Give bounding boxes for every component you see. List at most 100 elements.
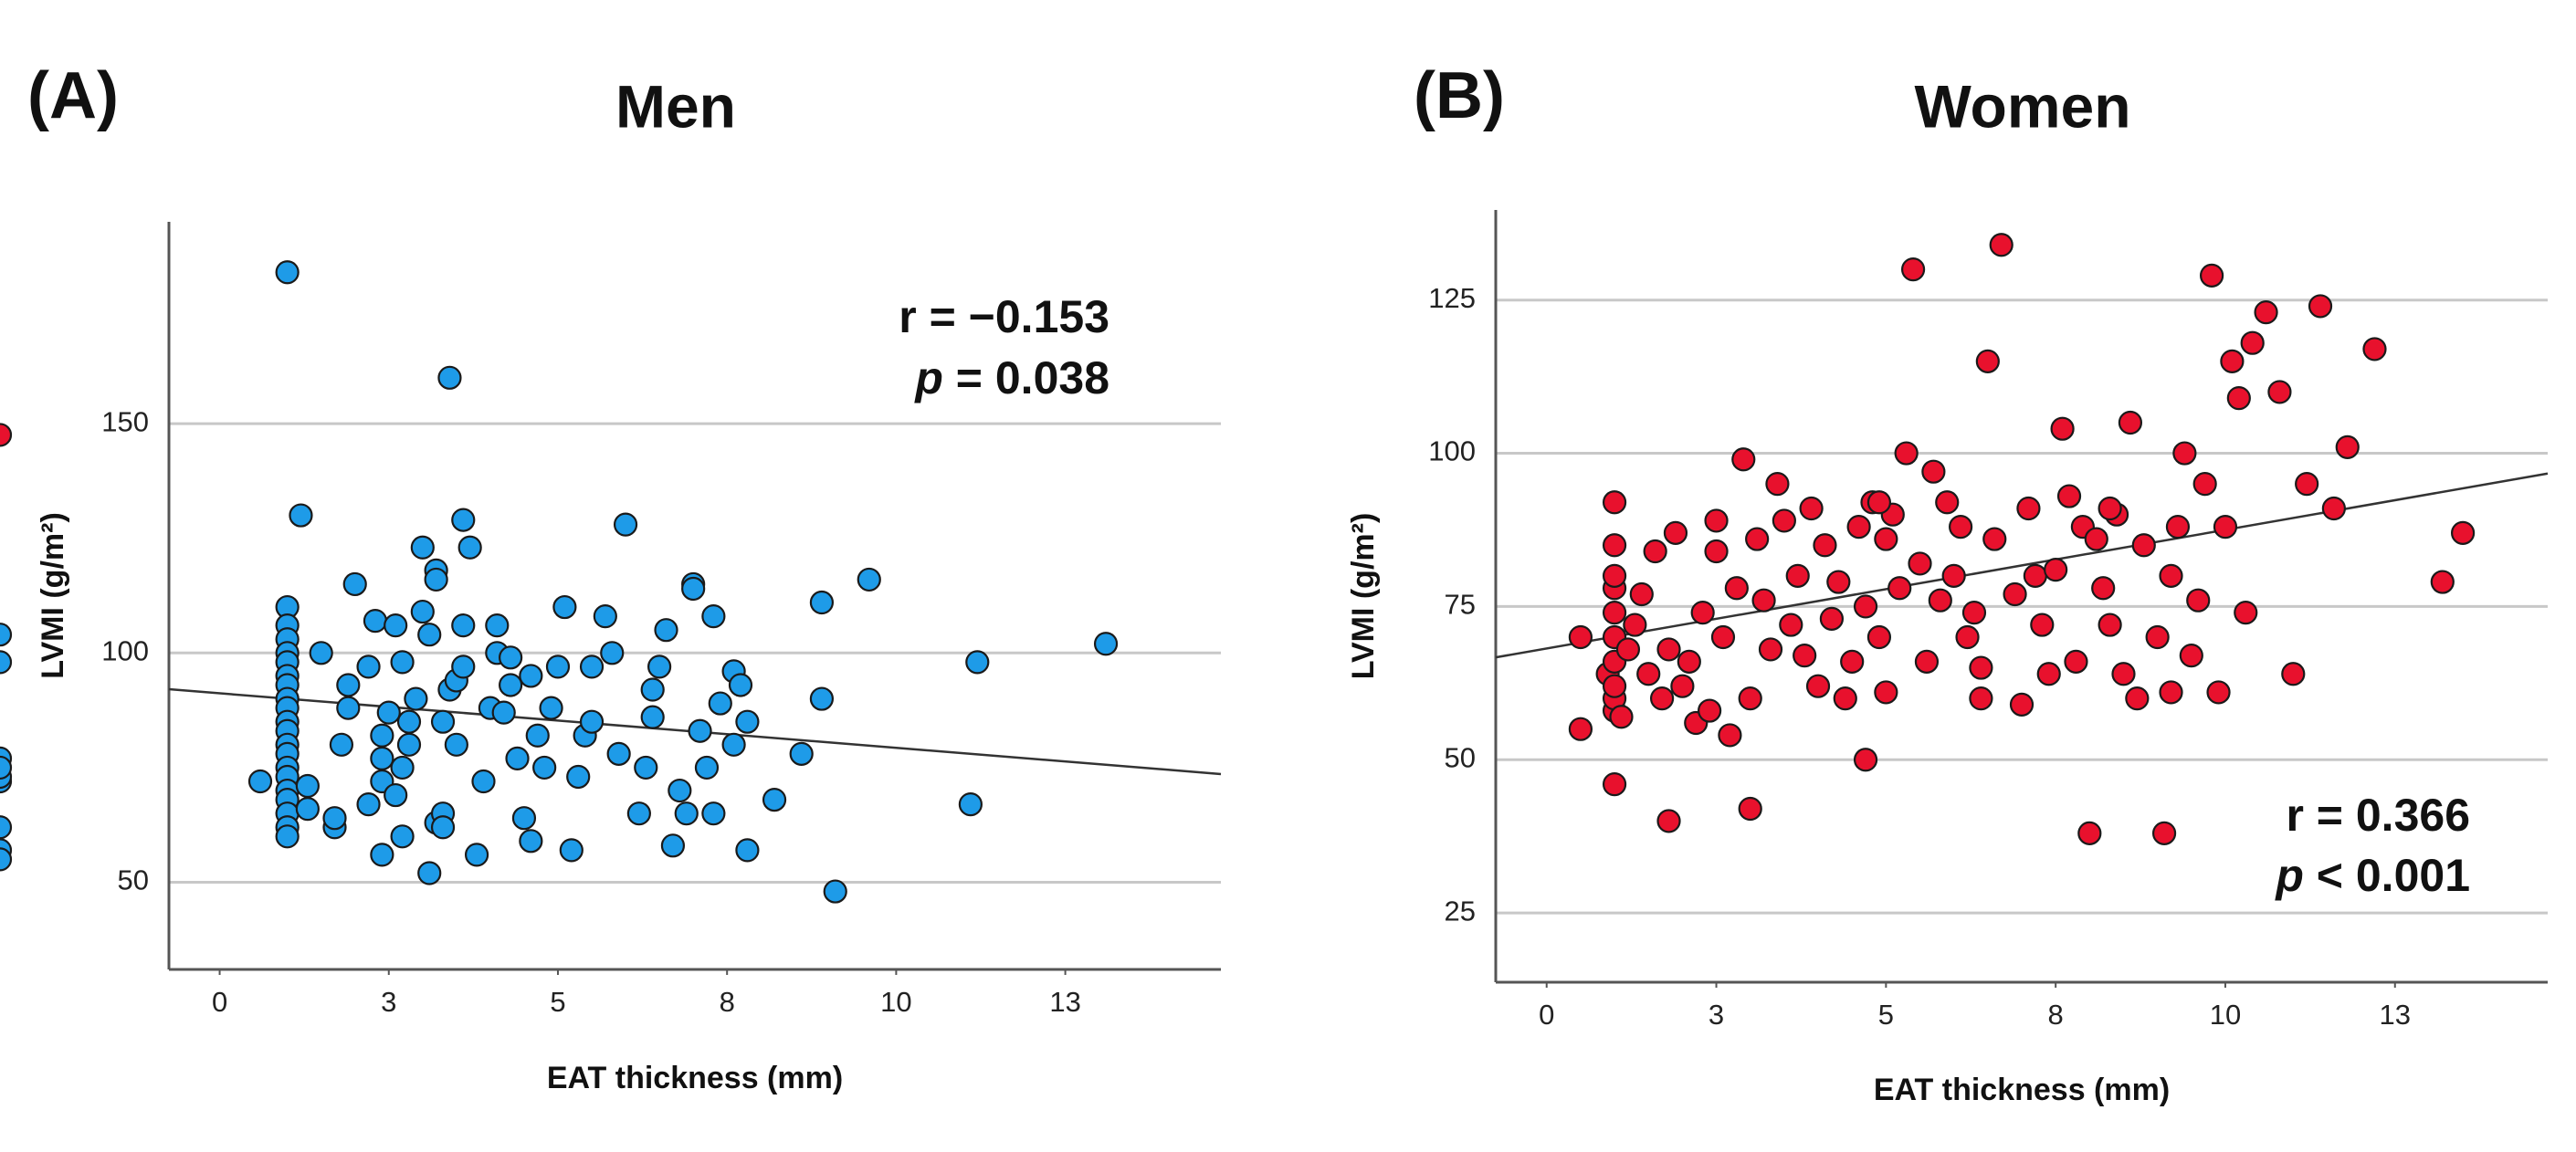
data-point (1866, 490, 1892, 515)
data-point (1765, 472, 1790, 497)
data-point (1799, 496, 1824, 521)
data-point (1969, 655, 1993, 680)
data-point (1690, 601, 1715, 625)
data-point (309, 641, 333, 665)
data-point (539, 696, 563, 720)
data-point (2206, 680, 2231, 705)
data-point (342, 571, 367, 597)
data-point (640, 705, 665, 729)
data-point (511, 806, 537, 831)
data-point (2044, 558, 2068, 582)
data-point (417, 623, 442, 647)
data-point (735, 709, 760, 734)
data-point (2023, 563, 2047, 588)
data-point (275, 824, 300, 849)
x-tick-label: 13 (2380, 999, 2411, 1031)
data-point (1710, 624, 1736, 650)
data-point (545, 655, 571, 679)
data-point (1731, 447, 1756, 472)
y-tick-label: 50 (1445, 741, 1476, 773)
data-point (275, 260, 300, 285)
data-point (1724, 576, 1749, 601)
data-point (430, 709, 456, 734)
data-point (600, 641, 625, 665)
data-point (789, 741, 814, 766)
y-axis-label: LVMI (g/m²) (36, 512, 70, 679)
y-tick-label: 25 (1445, 895, 1476, 927)
data-point (363, 609, 388, 634)
data-point (708, 691, 732, 716)
data-point (417, 861, 442, 885)
data-point (2084, 527, 2108, 551)
data-point (634, 755, 658, 780)
data-point (2064, 649, 2088, 674)
data-point (2151, 821, 2177, 845)
data-point (1602, 601, 1627, 625)
data-point (0, 755, 13, 780)
data-point (1793, 644, 1817, 668)
data-point (1785, 563, 1810, 588)
data-point (0, 847, 13, 872)
data-point (1900, 257, 1926, 282)
data-point (1826, 570, 1851, 594)
x-tick-label: 10 (880, 986, 911, 1018)
data-point (424, 567, 448, 592)
data-point (2430, 570, 2455, 594)
data-point (1602, 674, 1627, 698)
data-point (1772, 508, 1796, 533)
x-axis-label: EAT thickness (mm) (1874, 1073, 2170, 1107)
y-tick-label: 100 (101, 634, 149, 666)
y-tick-label: 150 (101, 405, 149, 437)
data-point (1623, 613, 1647, 637)
data-point (1908, 551, 1932, 576)
data-point (1779, 613, 1803, 637)
data-point (2321, 496, 2346, 521)
data-point (1887, 576, 1912, 601)
data-point (295, 797, 320, 822)
data-point (336, 673, 361, 697)
x-tick-label: 3 (381, 986, 396, 1018)
data-point (668, 778, 692, 803)
y-tick-label: 100 (1428, 435, 1476, 467)
data-point (2159, 563, 2183, 588)
data-point (457, 535, 482, 560)
data-point (1914, 649, 1940, 674)
data-point (329, 732, 354, 757)
data-point (519, 664, 543, 688)
data-point (613, 512, 638, 537)
data-point (2091, 576, 2116, 601)
annotation: r = −0.153 (899, 291, 1109, 342)
data-point (1853, 594, 1878, 619)
data-point (640, 677, 665, 702)
data-point (701, 801, 726, 826)
x-tick-label: 10 (2210, 999, 2241, 1031)
data-point (1941, 563, 1966, 588)
data-point (451, 508, 476, 532)
data-point (965, 650, 990, 675)
data-point (1602, 772, 1627, 797)
data-point (519, 829, 543, 854)
data-point (370, 843, 394, 867)
data-point (2036, 662, 2061, 686)
data-point (396, 732, 422, 757)
x-tick-label: 0 (212, 986, 227, 1018)
data-point (1969, 686, 1993, 711)
data-point (471, 769, 496, 794)
data-point (2003, 581, 2027, 607)
panel-label: (B) (1414, 59, 1505, 132)
data-point (1853, 748, 1878, 772)
data-point (499, 645, 523, 670)
data-point (579, 709, 605, 734)
data-point (1955, 624, 1980, 650)
data-point (2220, 349, 2245, 373)
data-point (396, 709, 422, 734)
data-point (2254, 300, 2278, 325)
data-point (2200, 263, 2224, 288)
data-point (2295, 472, 2319, 497)
x-tick-label: 8 (2048, 999, 2064, 1031)
data-point (1805, 674, 1831, 698)
data-point (1833, 686, 1857, 711)
data-point (1704, 508, 1729, 533)
data-point (1874, 680, 1898, 705)
data-point (2016, 496, 2041, 521)
